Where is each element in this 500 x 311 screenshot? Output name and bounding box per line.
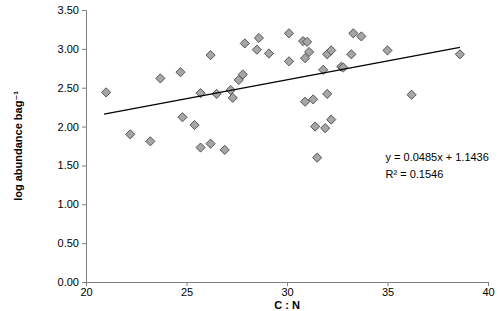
- x-tick-label: 40: [482, 286, 494, 298]
- point: [126, 130, 135, 139]
- point: [206, 139, 215, 148]
- y-tick-mark: [82, 88, 86, 89]
- point: [301, 97, 310, 106]
- point: [313, 153, 322, 162]
- y-tick-label: 2.50: [58, 82, 79, 94]
- x-axis-title: C : N: [274, 299, 300, 311]
- y-axis: 0.00 0.50 1.00 1.50 2.00 2.50 3.00 3.50: [58, 4, 87, 288]
- y-tick: 2.00: [58, 121, 86, 133]
- y-tick-mark: [82, 204, 86, 205]
- point: [321, 124, 330, 133]
- annotations: y = 0.0485x + 1.1436 R² = 0.1546: [385, 151, 488, 180]
- point: [254, 33, 263, 42]
- point: [196, 143, 205, 152]
- point: [284, 57, 293, 66]
- point: [327, 46, 336, 55]
- plot: 20 25 30 35 40 0.00 0.50 1.00 1.50 2.00 2.50 3.00 3.…: [58, 4, 495, 298]
- y-axis-line: [82, 11, 87, 283]
- y-tick-label: 3.50: [58, 4, 79, 16]
- y-tick: 1.50: [58, 159, 86, 171]
- x-tick-label: 35: [382, 286, 394, 298]
- point: [303, 37, 312, 46]
- marks: [102, 29, 465, 163]
- y-tick-label: 1.50: [58, 159, 79, 171]
- y-tick-label: 1.00: [58, 198, 79, 210]
- point: [309, 95, 318, 104]
- x-tick-label: 20: [80, 286, 92, 298]
- equation-label: y = 0.0485x + 1.1436: [385, 151, 488, 163]
- x-axis: 20 25 30 35 40: [80, 282, 494, 298]
- x-tick: 40: [482, 282, 494, 298]
- x-tick: 30: [281, 282, 293, 298]
- y-tick: 3.50: [58, 4, 86, 16]
- y-tick: 3.00: [58, 43, 86, 55]
- point: [327, 115, 336, 124]
- point: [311, 122, 320, 131]
- x-tick: 35: [382, 282, 394, 298]
- y-tick: 2.50: [58, 82, 86, 94]
- y-tick: 0.50: [58, 237, 86, 249]
- y-tick-label: 0.50: [58, 237, 79, 249]
- point: [176, 68, 185, 77]
- chart: 20 25 30 35 40 0.00 0.50 1.00 1.50 2.00 2.50 3.00 3.…: [0, 0, 500, 311]
- point: [156, 74, 165, 83]
- point: [455, 50, 464, 59]
- y-tick-mark: [82, 10, 86, 11]
- point: [102, 88, 111, 97]
- point: [284, 29, 293, 38]
- point: [357, 32, 366, 41]
- point: [238, 70, 247, 79]
- y-tick-label: 0.00: [58, 276, 79, 288]
- y-tick-mark: [82, 49, 86, 50]
- point: [190, 120, 199, 129]
- point: [146, 137, 155, 146]
- point: [228, 93, 237, 102]
- y-tick-label: 2.00: [58, 121, 79, 133]
- equation-label: R² = 0.1546: [385, 168, 443, 180]
- point: [305, 47, 314, 56]
- point: [383, 46, 392, 55]
- point: [323, 89, 332, 98]
- point: [347, 50, 356, 59]
- trend-line: [104, 47, 460, 114]
- y-tick: 1.00: [58, 198, 86, 210]
- y-tick-mark: [82, 165, 86, 166]
- point: [206, 50, 215, 59]
- x-tick-label: 30: [281, 286, 293, 298]
- x-tick: 20: [80, 282, 92, 298]
- point: [220, 145, 229, 154]
- y-tick: 0.00: [58, 276, 86, 288]
- point: [252, 45, 261, 54]
- y-axis-title: log abundance bag⁻¹: [12, 91, 24, 201]
- x-tick: 25: [181, 282, 193, 298]
- point: [264, 49, 273, 58]
- x-tick-label: 25: [181, 286, 193, 298]
- y-tick-mark: [82, 127, 86, 128]
- point: [240, 39, 249, 48]
- point: [339, 63, 348, 72]
- y-tick-label: 3.00: [58, 43, 79, 55]
- y-tick-mark: [82, 243, 86, 244]
- point: [407, 90, 416, 99]
- y-tick-mark: [82, 282, 86, 283]
- point: [178, 113, 187, 122]
